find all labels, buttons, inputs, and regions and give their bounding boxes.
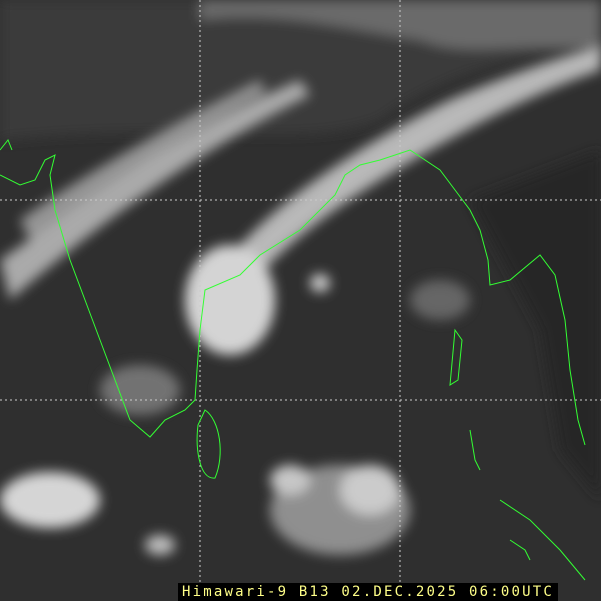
coastlines: [0, 139, 586, 581]
image-caption: Himawari-9 B13 02.DEC.2025 06:00UTC: [178, 583, 559, 601]
